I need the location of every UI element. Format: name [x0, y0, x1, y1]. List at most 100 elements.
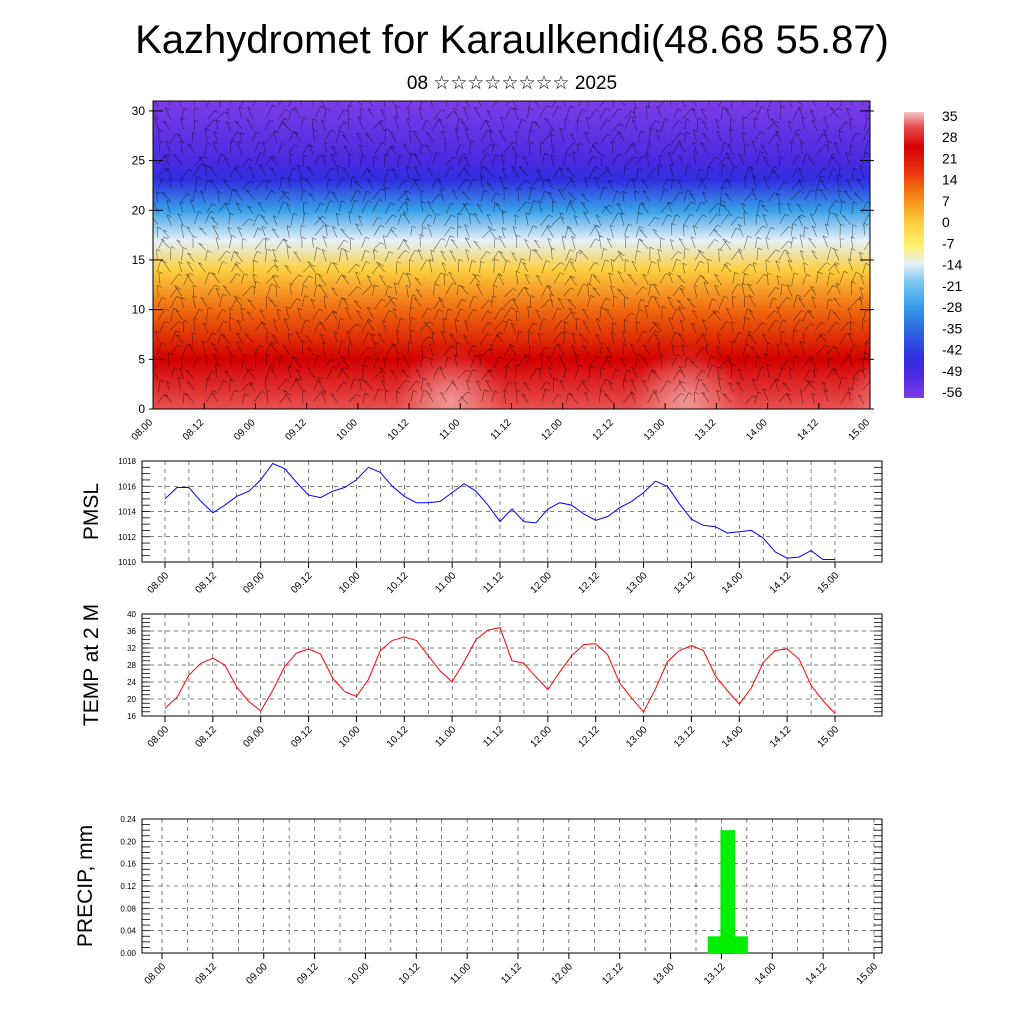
wind-barb-flag: [215, 237, 221, 240]
wind-barb-flag: [463, 334, 468, 338]
wind-barb-flag: [284, 265, 290, 268]
wind-barb: [469, 295, 474, 308]
wind-barb-flag: [270, 368, 276, 372]
wind-barb-flag: [679, 191, 684, 195]
wind-barb: [374, 357, 377, 368]
wind-barb: [525, 212, 529, 226]
wind-barb-flag: [652, 321, 657, 324]
wind-barb: [498, 129, 507, 142]
wind-barb: [517, 118, 522, 130]
wind-barb-flag: [770, 118, 775, 121]
wind-barb: [218, 293, 223, 308]
wind-barb: [419, 234, 421, 248]
wind-barb-flag: [358, 215, 363, 218]
wind-barb: [859, 287, 864, 298]
wind-barb: [642, 273, 649, 286]
wind-barb: [157, 285, 159, 298]
wind-barb: [380, 109, 387, 120]
wind-barb: [860, 274, 865, 285]
wind-barb: [743, 212, 745, 226]
wind-barb: [661, 178, 669, 189]
wind-barb-flag: [280, 355, 285, 358]
wind-barb: [408, 381, 417, 392]
wind-barb-flag: [654, 216, 659, 220]
wind-barb-flag: [258, 95, 262, 97]
wind-barb-flag: [688, 392, 693, 395]
wind-barb-flag: [465, 164, 471, 167]
wind-barb: [513, 381, 518, 392]
x-tick-label: 08.00: [130, 417, 156, 443]
wind-barb: [754, 131, 761, 141]
wind-barb: [631, 143, 638, 155]
y-tick-label: 1016: [118, 482, 136, 491]
wind-barb: [808, 157, 816, 167]
wind-barb: [325, 200, 331, 214]
wind-barb-flag: [459, 144, 464, 147]
wind-barb: [464, 128, 470, 141]
wind-barb-flag: [321, 119, 326, 123]
wind-barb-flag: [282, 238, 288, 241]
wind-barb-flag: [303, 285, 308, 288]
wind-barb-flag: [431, 331, 437, 335]
wind-barb: [823, 389, 829, 402]
wind-barb: [678, 155, 684, 166]
wind-barb-flag: [596, 214, 601, 218]
wind-barb-flag: [859, 252, 864, 255]
wind-barb: [244, 333, 254, 343]
wind-barb: [524, 274, 530, 285]
wind-barb-flag: [266, 389, 272, 393]
wind-barb-flag: [473, 295, 478, 299]
wind-barb: [223, 179, 232, 191]
wind-barb: [463, 334, 469, 345]
wind-barb: [823, 116, 829, 130]
wind-barb-flag: [624, 296, 629, 300]
wind-barb-flag: [801, 310, 806, 313]
wind-barb: [701, 392, 710, 403]
wind-barb: [181, 343, 188, 357]
wind-barb: [252, 213, 259, 226]
wind-barb-flag: [379, 263, 384, 267]
wind-barb-flag: [215, 119, 221, 122]
wind-barb: [565, 392, 569, 405]
wind-barb-flag: [799, 319, 804, 322]
wind-barb: [191, 131, 194, 143]
wind-barb-flag: [295, 369, 301, 372]
wind-barb: [241, 393, 245, 404]
wind-barb: [206, 307, 209, 321]
wind-barb-flag: [401, 369, 406, 372]
wind-barb-flag: [162, 260, 167, 264]
wind-barb-flag: [600, 306, 606, 310]
wind-barb: [255, 179, 264, 190]
wind-barb: [775, 193, 781, 203]
wind-barb-flag: [524, 286, 529, 290]
wind-barb: [730, 166, 735, 177]
wind-barb-flag: [559, 272, 565, 275]
wind-barb: [464, 224, 470, 238]
wind-barb: [401, 369, 410, 379]
wind-barb-flag: [544, 153, 549, 156]
wind-barb-flag: [388, 310, 393, 313]
wind-barb-flag: [341, 200, 346, 204]
x-tick-label: 13.00: [624, 724, 650, 750]
wind-barb: [420, 336, 429, 346]
wind-barb: [809, 213, 817, 226]
wind-barb: [157, 308, 166, 321]
wind-barb: [611, 140, 614, 153]
wind-barb: [514, 215, 517, 226]
wind-barb-flag: [299, 177, 305, 180]
wind-barb: [427, 201, 435, 214]
wind-barb-flag: [473, 212, 479, 216]
wind-barb-flag: [543, 178, 549, 182]
wind-barb-flag: [712, 298, 717, 301]
wind-barb-flag: [584, 97, 588, 99]
wind-barb: [421, 214, 429, 227]
wind-barb-flag: [622, 379, 628, 382]
wind-barb: [190, 199, 195, 213]
wind-barb-flag: [415, 288, 421, 292]
wind-barb: [378, 121, 386, 132]
wind-barb-flag: [762, 213, 768, 217]
wind-barb-flag: [650, 128, 656, 131]
wind-barb: [211, 272, 220, 283]
wind-barb: [826, 212, 831, 226]
wind-barb: [667, 201, 673, 213]
